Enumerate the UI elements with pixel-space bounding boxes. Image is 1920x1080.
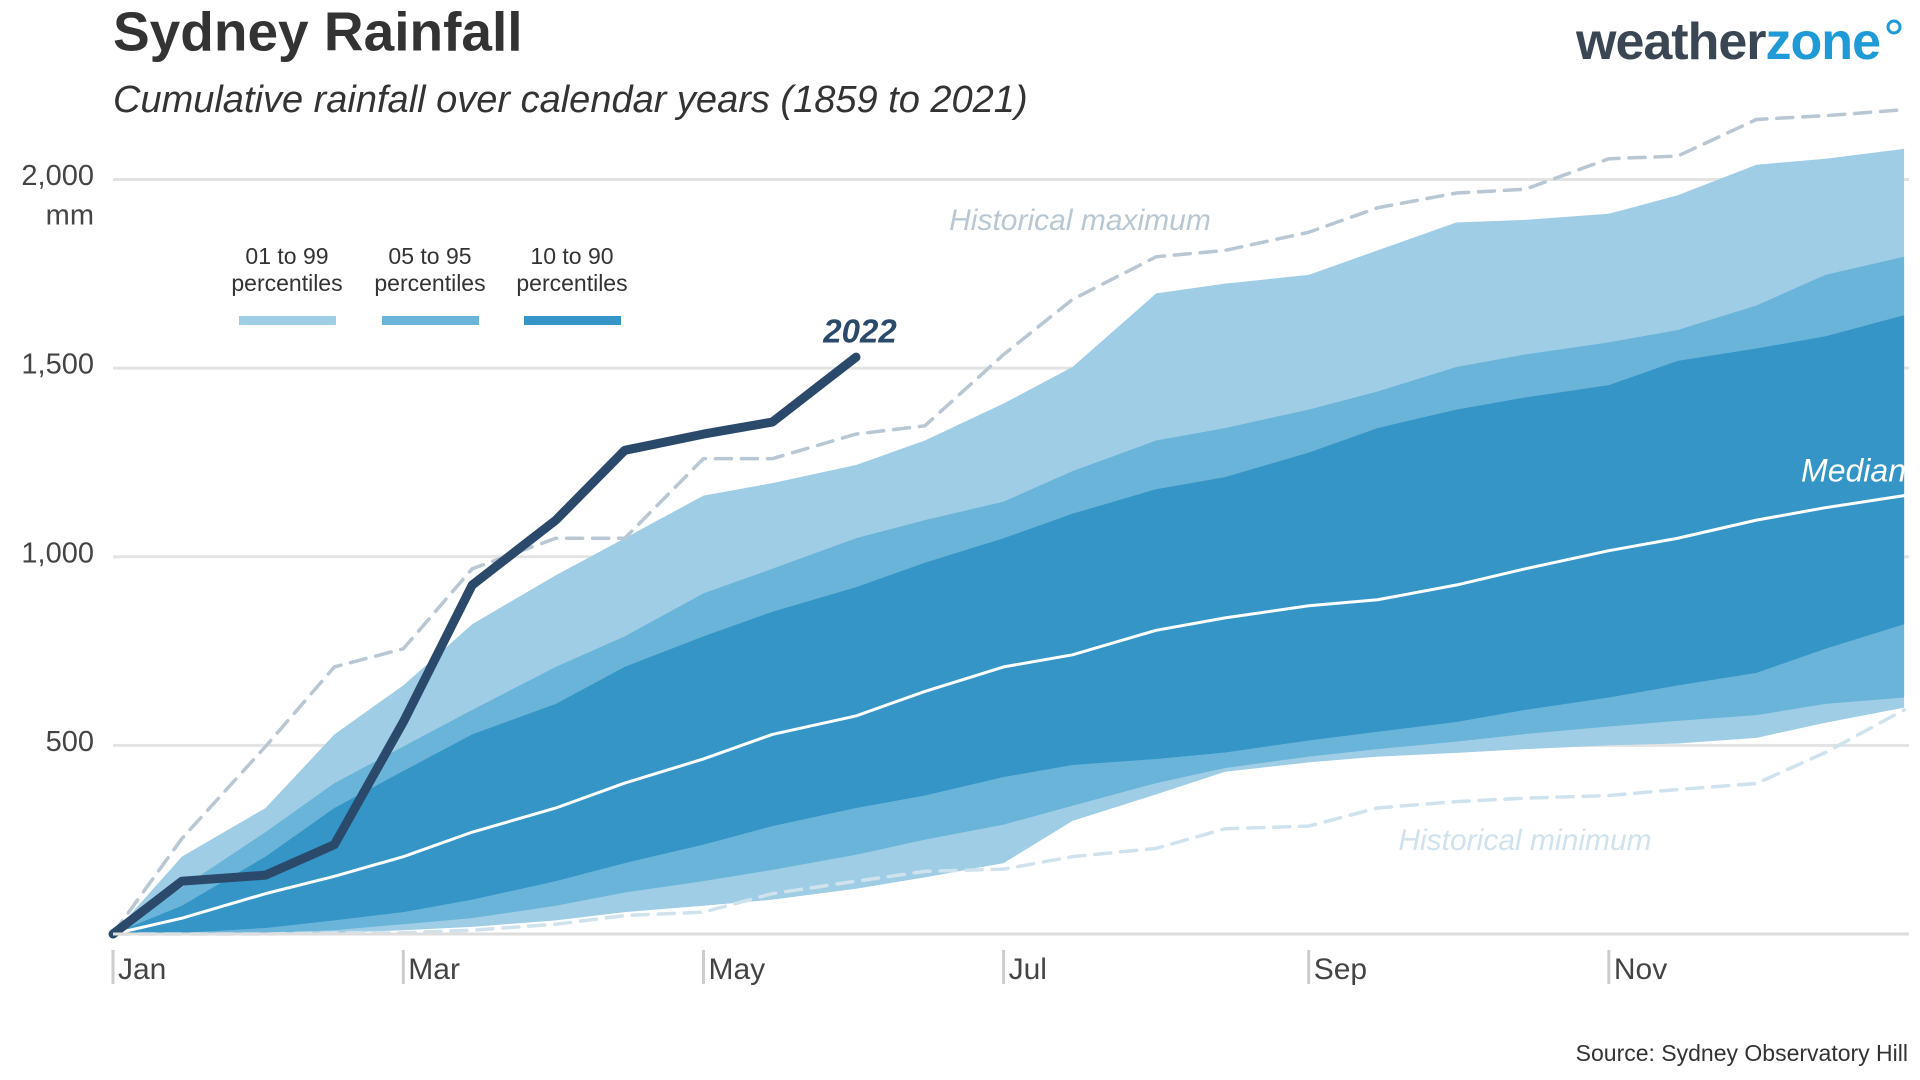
- percentile-band: [113, 315, 1905, 935]
- brand-accent: zone: [1766, 13, 1881, 71]
- series-label: Historical maximum: [949, 204, 1211, 237]
- series-line: [111, 107, 1906, 936]
- y-tick-label: 1,000: [21, 537, 94, 569]
- brand-dark: weather: [1575, 13, 1766, 71]
- legend-label: 01 to 99 percentiles: [231, 243, 343, 296]
- brand-logo: weatherzone: [1575, 13, 1880, 71]
- legend-swatch: [382, 316, 479, 325]
- series-line: [111, 494, 1906, 936]
- brand-degree: [1886, 19, 1902, 35]
- x-tick-label: Sep: [1314, 953, 1367, 986]
- x-tick-label: Nov: [1614, 953, 1667, 986]
- x-tick-label: Mar: [408, 953, 460, 986]
- x-tick-label: Jul: [1009, 953, 1047, 986]
- x-tick-label: May: [708, 953, 765, 986]
- legend-swatch: [239, 316, 336, 325]
- y-unit: mm: [46, 200, 94, 232]
- chart-title: Sydney Rainfall: [113, 1, 523, 63]
- series-label: Median: [1801, 452, 1906, 488]
- y-tick-label: 1,500: [21, 349, 94, 381]
- legend-swatch: [524, 316, 621, 325]
- series-line: [108, 352, 861, 939]
- chart-subtitle: Cumulative rainfall over calendar years …: [113, 79, 1028, 121]
- y-tick-label: 500: [46, 726, 94, 758]
- legend-label: 10 to 90 percentiles: [516, 243, 628, 296]
- x-tick-label: Jan: [118, 953, 166, 986]
- source: Source: Sydney Observatory Hill: [1576, 1040, 1908, 1066]
- y-tick-label: 2,000: [21, 160, 94, 192]
- series-label: Historical minimum: [1398, 824, 1651, 857]
- series-label: 2022: [822, 313, 897, 350]
- plot: 500 1,000 1,500 2,000 Historical maximum Hist…: [21, 107, 1909, 986]
- legend-label: 05 to 95 percentiles: [374, 243, 486, 296]
